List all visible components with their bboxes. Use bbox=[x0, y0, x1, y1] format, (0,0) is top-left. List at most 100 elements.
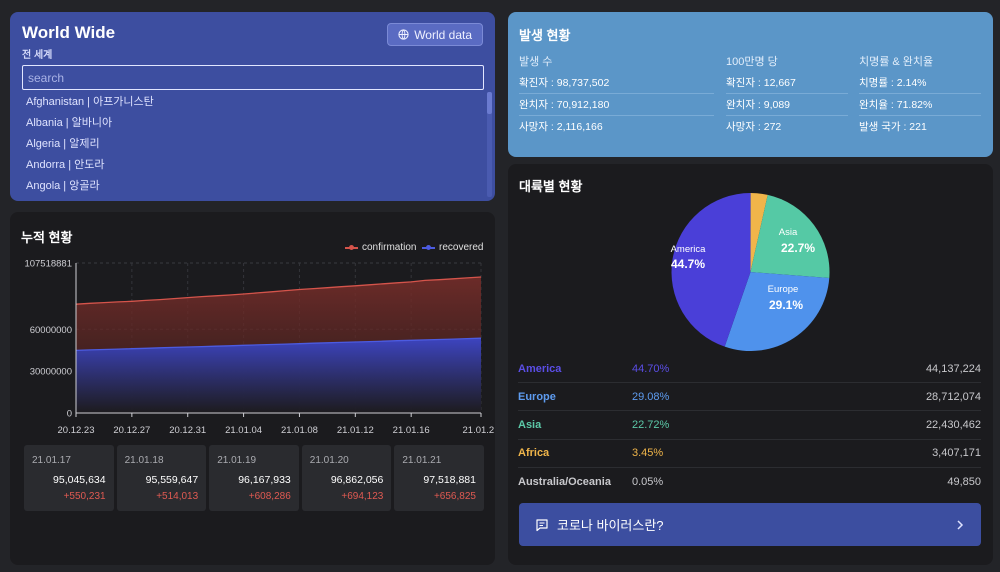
stat-row: 완치자 : 70,912,180 bbox=[519, 94, 714, 116]
x-tick-label: 20.12.23 bbox=[58, 425, 95, 436]
x-tick-label: 21.01.04 bbox=[225, 425, 262, 436]
daily-new: +550,231 bbox=[63, 491, 106, 502]
legend-label: confirmation bbox=[362, 242, 417, 253]
x-tick-label: 21.01.12 bbox=[337, 425, 374, 436]
country-item[interactable]: Andorra | 안도라 bbox=[26, 159, 105, 171]
continent-value: 22,430,462 bbox=[925, 418, 981, 431]
stat-column-header: 발생 수 bbox=[519, 56, 553, 68]
daily-total: 97,518,881 bbox=[423, 474, 476, 486]
daily-card: 21.01.21 97,518,881 +656,825 bbox=[394, 445, 484, 511]
daily-card: 21.01.17 95,045,634 +550,231 bbox=[24, 445, 114, 511]
country-item[interactable]: Afghanistan | 아프가니스탄 bbox=[26, 96, 154, 108]
y-tick-label: 0 bbox=[67, 409, 72, 420]
cumulative-panel: 누적 현황 confirmation recovered 0 30000000 60… bbox=[10, 212, 495, 565]
continent-table: America 44.70% 44,137,224 Europe 29.08% 28,71… bbox=[518, 355, 981, 496]
continent-value: 44,137,224 bbox=[925, 362, 981, 375]
x-tick-label: 20.12.31 bbox=[169, 425, 206, 436]
world-title: World Wide bbox=[22, 23, 116, 42]
continent-name: Australia/Oceania bbox=[518, 475, 611, 488]
country-list: Afghanistan | 아프가니스탄 Albania | 알바니아 Algeri… bbox=[22, 92, 482, 197]
stat-row: 완치자 : 9,089 bbox=[726, 94, 848, 116]
continent-name: Europe bbox=[518, 390, 556, 403]
continent-row: Africa 3.45% 3,407,171 bbox=[518, 440, 981, 468]
area-recovered bbox=[76, 338, 481, 413]
x-tick-label: 21.01.16 bbox=[393, 425, 430, 436]
continent-panel: 대륙별 현황 America 44.7% Asia 22.7% Europe 29.1% … bbox=[508, 164, 993, 565]
y-tick-label: 107518881 bbox=[24, 259, 72, 270]
pie-slice-asia[interactable] bbox=[750, 194, 830, 278]
country-item[interactable]: Angola | 앙골라 bbox=[26, 180, 100, 192]
pie-slice-america[interactable] bbox=[671, 193, 751, 347]
daily-total: 95,559,647 bbox=[145, 474, 199, 486]
stats-panel: 발생 현황 발생 수 확진자 : 98,737,502 완치자 : 70,912… bbox=[508, 12, 993, 157]
pie-slice-africa[interactable] bbox=[750, 193, 768, 272]
continent-row: America 44.70% 44,137,224 bbox=[518, 355, 981, 384]
country-item[interactable]: Algeria | 알제리 bbox=[26, 138, 100, 150]
stat-row: 치명률 : 2.14% bbox=[859, 72, 981, 94]
stat-row: 확진자 : 98,737,502 bbox=[519, 72, 714, 94]
daily-total: 95,045,634 bbox=[53, 474, 106, 486]
line-recovered bbox=[75, 337, 482, 352]
pie-label-name: America bbox=[671, 244, 707, 255]
pie-label-name: Europe bbox=[768, 284, 799, 295]
stat-row: 완치율 : 71.82% bbox=[859, 94, 981, 116]
stat-column-header: 치명률 & 완치율 bbox=[859, 56, 934, 68]
world-data-button-label: World data bbox=[414, 27, 472, 42]
continent-value: 49,850 bbox=[947, 475, 981, 488]
legend-confirmation[interactable]: confirmation bbox=[345, 242, 416, 253]
legend-label: recovered bbox=[439, 242, 484, 253]
what-is-corona-button[interactable]: 코로나 바이러스란? bbox=[519, 503, 981, 546]
world-subtitle: 전 세계 bbox=[22, 50, 53, 61]
daily-date: 21.01.19 bbox=[217, 455, 257, 466]
daily-date: 21.01.21 bbox=[402, 455, 442, 466]
continent-percent: 22.72% bbox=[632, 418, 670, 431]
cumulative-area-chart: 0 30000000 60000000 107518881 20.12.23 20.12.… bbox=[24, 259, 495, 437]
daily-card: 21.01.19 96,167,933 +608,286 bbox=[209, 445, 299, 511]
daily-new: +656,825 bbox=[433, 491, 476, 502]
scroll-thumb[interactable] bbox=[487, 92, 492, 114]
pie-label-percent: 29.1% bbox=[769, 298, 803, 312]
daily-date: 21.01.20 bbox=[309, 455, 349, 466]
daily-total: 96,167,933 bbox=[238, 474, 291, 486]
continent-row: Asia 22.72% 22,430,462 bbox=[518, 411, 981, 440]
continent-name: Africa bbox=[518, 447, 550, 460]
continent-row: Europe 29.08% 28,712,074 bbox=[518, 383, 981, 412]
continent-name: America bbox=[518, 362, 562, 375]
line-confirmation bbox=[75, 276, 482, 305]
country-item[interactable]: Albania | 알바니아 bbox=[26, 117, 113, 129]
continent-title: 대륙별 현황 bbox=[519, 179, 583, 194]
stat-row: 사망자 : 2,116,166 bbox=[519, 121, 603, 133]
stat-row: 사망자 : 272 bbox=[726, 121, 782, 133]
continent-percent: 44.70% bbox=[632, 362, 670, 375]
continent-value: 3,407,171 bbox=[932, 447, 981, 460]
list-scrollbar[interactable] bbox=[487, 92, 492, 197]
x-tick-label: 20.12.27 bbox=[113, 425, 150, 436]
stat-column-per-million: 100만명 당 확진자 : 12,667 완치자 : 9,089 사망자 : 2… bbox=[726, 53, 848, 138]
daily-date: 21.01.18 bbox=[124, 455, 164, 466]
x-tick-label: 21.01.21 bbox=[463, 425, 495, 436]
search-input[interactable] bbox=[22, 65, 484, 90]
world-data-button[interactable]: World data bbox=[387, 23, 483, 46]
continent-percent: 0.05% bbox=[632, 475, 664, 488]
pie-label-name: Asia bbox=[779, 227, 798, 238]
world-panel: World Wide 전 세계 World data Afghanistan |… bbox=[10, 12, 495, 201]
daily-new: +608,286 bbox=[248, 491, 291, 502]
continent-pie-chart: America 44.7% Asia 22.7% Europe 29.1% bbox=[671, 192, 830, 352]
chevron-right-icon bbox=[957, 519, 964, 530]
legend-marker-recovered bbox=[422, 244, 435, 252]
stat-column-total: 발생 수 확진자 : 98,737,502 완치자 : 70,912,180 사… bbox=[519, 53, 714, 138]
legend-marker-confirmation bbox=[345, 244, 358, 252]
stat-column-header: 100만명 당 bbox=[726, 56, 778, 68]
globe-icon bbox=[398, 29, 409, 40]
continent-percent: 3.45% bbox=[632, 447, 664, 460]
legend-recovered[interactable]: recovered bbox=[422, 242, 483, 253]
continent-row: Australia/Oceania 0.05% 49,850 bbox=[518, 468, 981, 496]
daily-date: 21.01.17 bbox=[32, 455, 71, 466]
daily-card: 21.01.18 95,559,647 +514,013 bbox=[116, 445, 207, 511]
pie-label-percent: 22.7% bbox=[781, 241, 815, 255]
x-tick-label: 21.01.08 bbox=[281, 425, 318, 436]
message-icon bbox=[536, 518, 548, 531]
daily-cards: 21.01.17 95,045,634 +550,231 21.01.18 95,559… bbox=[24, 445, 484, 511]
stats-title: 발생 현황 bbox=[519, 28, 571, 43]
pie-slice-europe[interactable] bbox=[724, 272, 830, 352]
